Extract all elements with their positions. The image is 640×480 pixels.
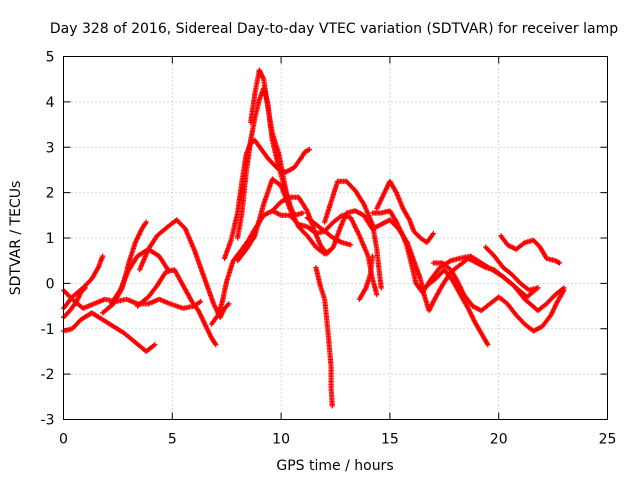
chart-title: Day 328 of 2016, Sidereal Day-to-day VTE… — [50, 21, 618, 37]
data-point — [81, 286, 87, 292]
y-tick-label: 0 — [46, 276, 55, 292]
series-arc-20 — [369, 208, 567, 314]
series-arc-24 — [498, 233, 563, 266]
data-point — [213, 342, 219, 348]
data-point — [212, 340, 218, 347]
y-tick-label: 4 — [46, 95, 55, 111]
data-point — [485, 342, 491, 348]
x-axis-label: GPS time / hours — [276, 458, 393, 474]
data-point — [557, 260, 563, 266]
y-tick-label: -1 — [41, 322, 55, 338]
x-tick-label: 0 — [59, 432, 68, 448]
series-arc-21 — [424, 267, 491, 348]
y-axis-label: SDTVAR / TECUs — [8, 181, 24, 296]
data-point — [535, 285, 541, 291]
data-point — [369, 253, 376, 259]
data-point — [226, 301, 232, 307]
series-arc-07 — [134, 267, 219, 348]
data-point — [300, 210, 306, 216]
y-tick-label: 5 — [46, 50, 55, 66]
data-point — [348, 242, 354, 248]
data-point — [198, 298, 204, 305]
data-point — [143, 219, 149, 225]
series-arc-12 — [248, 67, 306, 218]
y-tick-label: -2 — [41, 367, 55, 383]
series-arc-04 — [60, 287, 204, 311]
series-arc-03 — [60, 310, 158, 354]
data-point — [329, 403, 335, 409]
series-arc-13 — [235, 176, 334, 264]
plot-frame — [63, 56, 608, 420]
data-marks — [60, 67, 567, 409]
data-point — [82, 285, 88, 291]
y-tick-label: 1 — [46, 231, 55, 247]
data-point — [306, 146, 312, 153]
data-point — [225, 302, 231, 308]
y-tick-label: 2 — [46, 186, 55, 202]
data-point — [561, 287, 567, 293]
data-point — [100, 253, 106, 259]
series-arc-15 — [313, 264, 335, 409]
data-point — [430, 230, 436, 237]
ticks: 0 5 10 15 20 25 -3 -2 -1 0 1 2 3 4 5 — [41, 50, 617, 448]
x-tick-label: 5 — [168, 432, 177, 448]
x-tick-label: 10 — [272, 432, 290, 448]
data-point — [378, 285, 384, 291]
series-arc-23 — [483, 244, 541, 293]
y-tick-label: -3 — [41, 413, 55, 429]
data-point — [152, 342, 158, 348]
series-arc-19 — [374, 178, 436, 246]
series-arc-18 — [356, 253, 376, 302]
x-tick-label: 20 — [490, 432, 508, 448]
x-tick-label: 15 — [381, 432, 399, 448]
x-tick-label: 25 — [599, 432, 617, 448]
series-arc-22 — [430, 260, 567, 334]
series-arc-17 — [322, 178, 384, 291]
series-arc-06 — [108, 246, 171, 307]
y-tick-label: 3 — [46, 140, 55, 156]
data-point — [374, 292, 380, 298]
